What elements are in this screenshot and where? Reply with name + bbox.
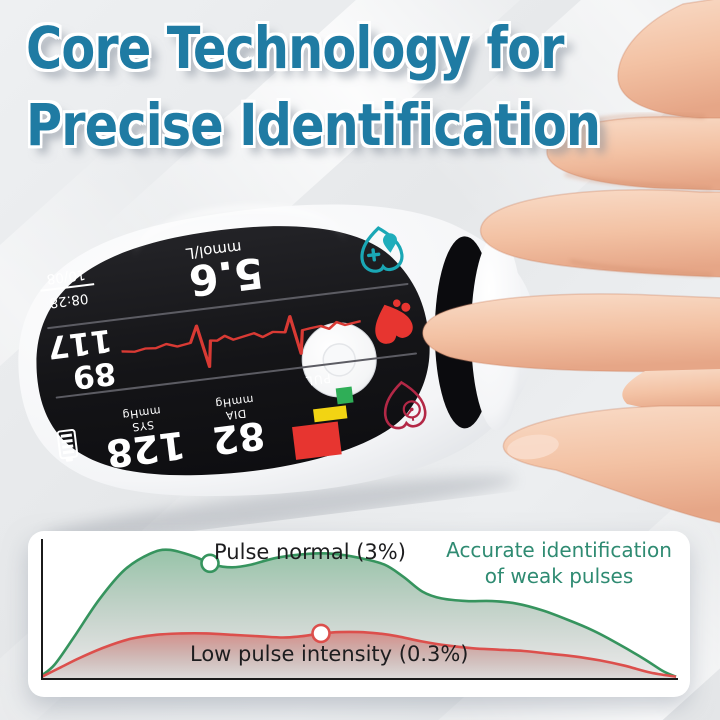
dia-value: 82 [209, 412, 268, 463]
sys-value: 128 [103, 422, 188, 476]
finger-slot-lip [471, 234, 524, 431]
dia-reading: 82 DIA mmHg [207, 391, 268, 463]
chart-annotation-line-1: Accurate identification [446, 538, 672, 562]
chart-label-pulse-normal: Pulse normal (3%) [214, 540, 406, 564]
time-value: 08:28 [48, 289, 90, 311]
chart-label-low-pulse: Low pulse intensity (0.3%) [190, 642, 469, 666]
bar-red [291, 421, 342, 460]
title-line-1: Core Technology for [26, 14, 564, 82]
title-line-2: Precise Identification [26, 91, 601, 159]
data-point-marker [200, 553, 220, 574]
bp-gauge-heart-icon [383, 380, 427, 430]
pulse-level-bars-icon: PUL [285, 369, 359, 460]
pulse-reading-primary: 117 [45, 321, 114, 366]
bar-green [335, 386, 354, 405]
bar-yellow [312, 405, 347, 423]
ecg-waveform-icon [119, 315, 363, 369]
chart-annotation-line-2: of weak pulses [484, 564, 634, 588]
page-title: Core Technology for Precise Identificati… [26, 10, 701, 164]
data-point-marker [311, 623, 331, 644]
glucose-heart-icon [360, 226, 404, 273]
power-button-inner-ring [322, 343, 356, 377]
finger-crease [564, 172, 713, 191]
palm-edge [622, 369, 720, 415]
battery-icon [56, 428, 79, 462]
pulse-oximeter-device: PUL 82 DIA mmHg 128 SYS mmHg [0, 156, 564, 552]
pulse-readings: 89 117 [45, 321, 118, 395]
finger-crease [569, 259, 713, 277]
heart-drops-icon [375, 299, 413, 344]
time-date: 08:28 10/08 [38, 264, 97, 311]
screen-row-bp: PUL 82 DIA mmHg 128 SYS mmHg [48, 355, 436, 493]
sys-reading: 128 SYS mmHg [101, 401, 188, 476]
pulse-chart-card: Pulse normal (3%) Low pulse intensity (0… [28, 531, 690, 697]
chart-annotation: Accurate identification of weak pulses [436, 537, 682, 589]
